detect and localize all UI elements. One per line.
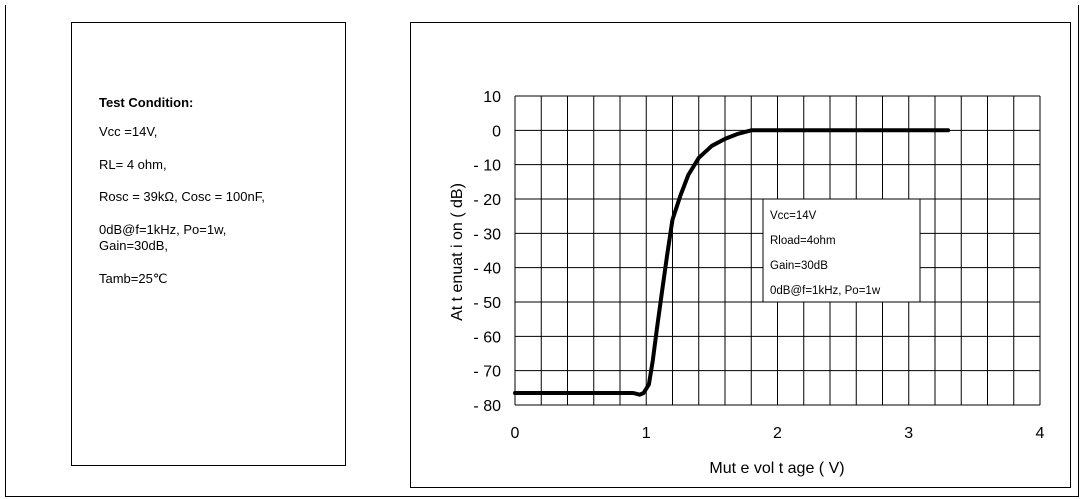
x-tick-label: 1 bbox=[642, 425, 651, 442]
annotation-box bbox=[762, 198, 921, 303]
condition-osc: Rosc = 39kΩ, Cosc = 100nF, bbox=[99, 189, 265, 204]
annotation-line: Rload=4ohm bbox=[770, 235, 836, 247]
test-condition-title: Test Condition: bbox=[99, 95, 194, 110]
y-tick-label: - 20 bbox=[473, 192, 501, 209]
condition-load: RL= 4 ohm, bbox=[99, 157, 167, 172]
x-tick-label: 0 bbox=[511, 425, 520, 442]
annotation-line: 0dB@f=1kHz, Po=1w bbox=[770, 285, 881, 297]
test-condition-box bbox=[71, 22, 346, 466]
x-tick-label: 4 bbox=[1036, 425, 1045, 442]
figure-frame bbox=[5, 5, 1079, 497]
condition-vcc: Vcc =14V, bbox=[99, 124, 158, 139]
y-tick-label: - 60 bbox=[473, 329, 501, 346]
y-tick-label: - 70 bbox=[473, 364, 501, 381]
y-tick-label: - 80 bbox=[473, 398, 501, 415]
y-tick-label: - 40 bbox=[473, 261, 501, 278]
y-tick-label: - 30 bbox=[473, 226, 501, 243]
x-axis-label: Mut e vol t age ( V) bbox=[709, 460, 844, 477]
annotation-line: Vcc=14V bbox=[770, 210, 817, 222]
annotation-line: Gain=30dB bbox=[770, 260, 828, 272]
y-tick-label: 10 bbox=[483, 89, 501, 106]
condition-tamb: Tamb=25℃ bbox=[99, 271, 168, 286]
y-tick-label: - 10 bbox=[473, 158, 501, 175]
graph-box bbox=[410, 22, 1071, 488]
y-axis-label: At t enuat i on ( dB) bbox=[449, 183, 466, 321]
y-tick-label: 0 bbox=[492, 123, 501, 140]
x-tick-label: 3 bbox=[904, 425, 913, 442]
x-tick-label: 2 bbox=[773, 425, 782, 442]
condition-reference: 0dB@f=1kHz, Po=1w, Gain=30dB, bbox=[99, 222, 227, 253]
attenuation-curve bbox=[513, 128, 951, 397]
y-tick-label: - 50 bbox=[473, 295, 501, 312]
